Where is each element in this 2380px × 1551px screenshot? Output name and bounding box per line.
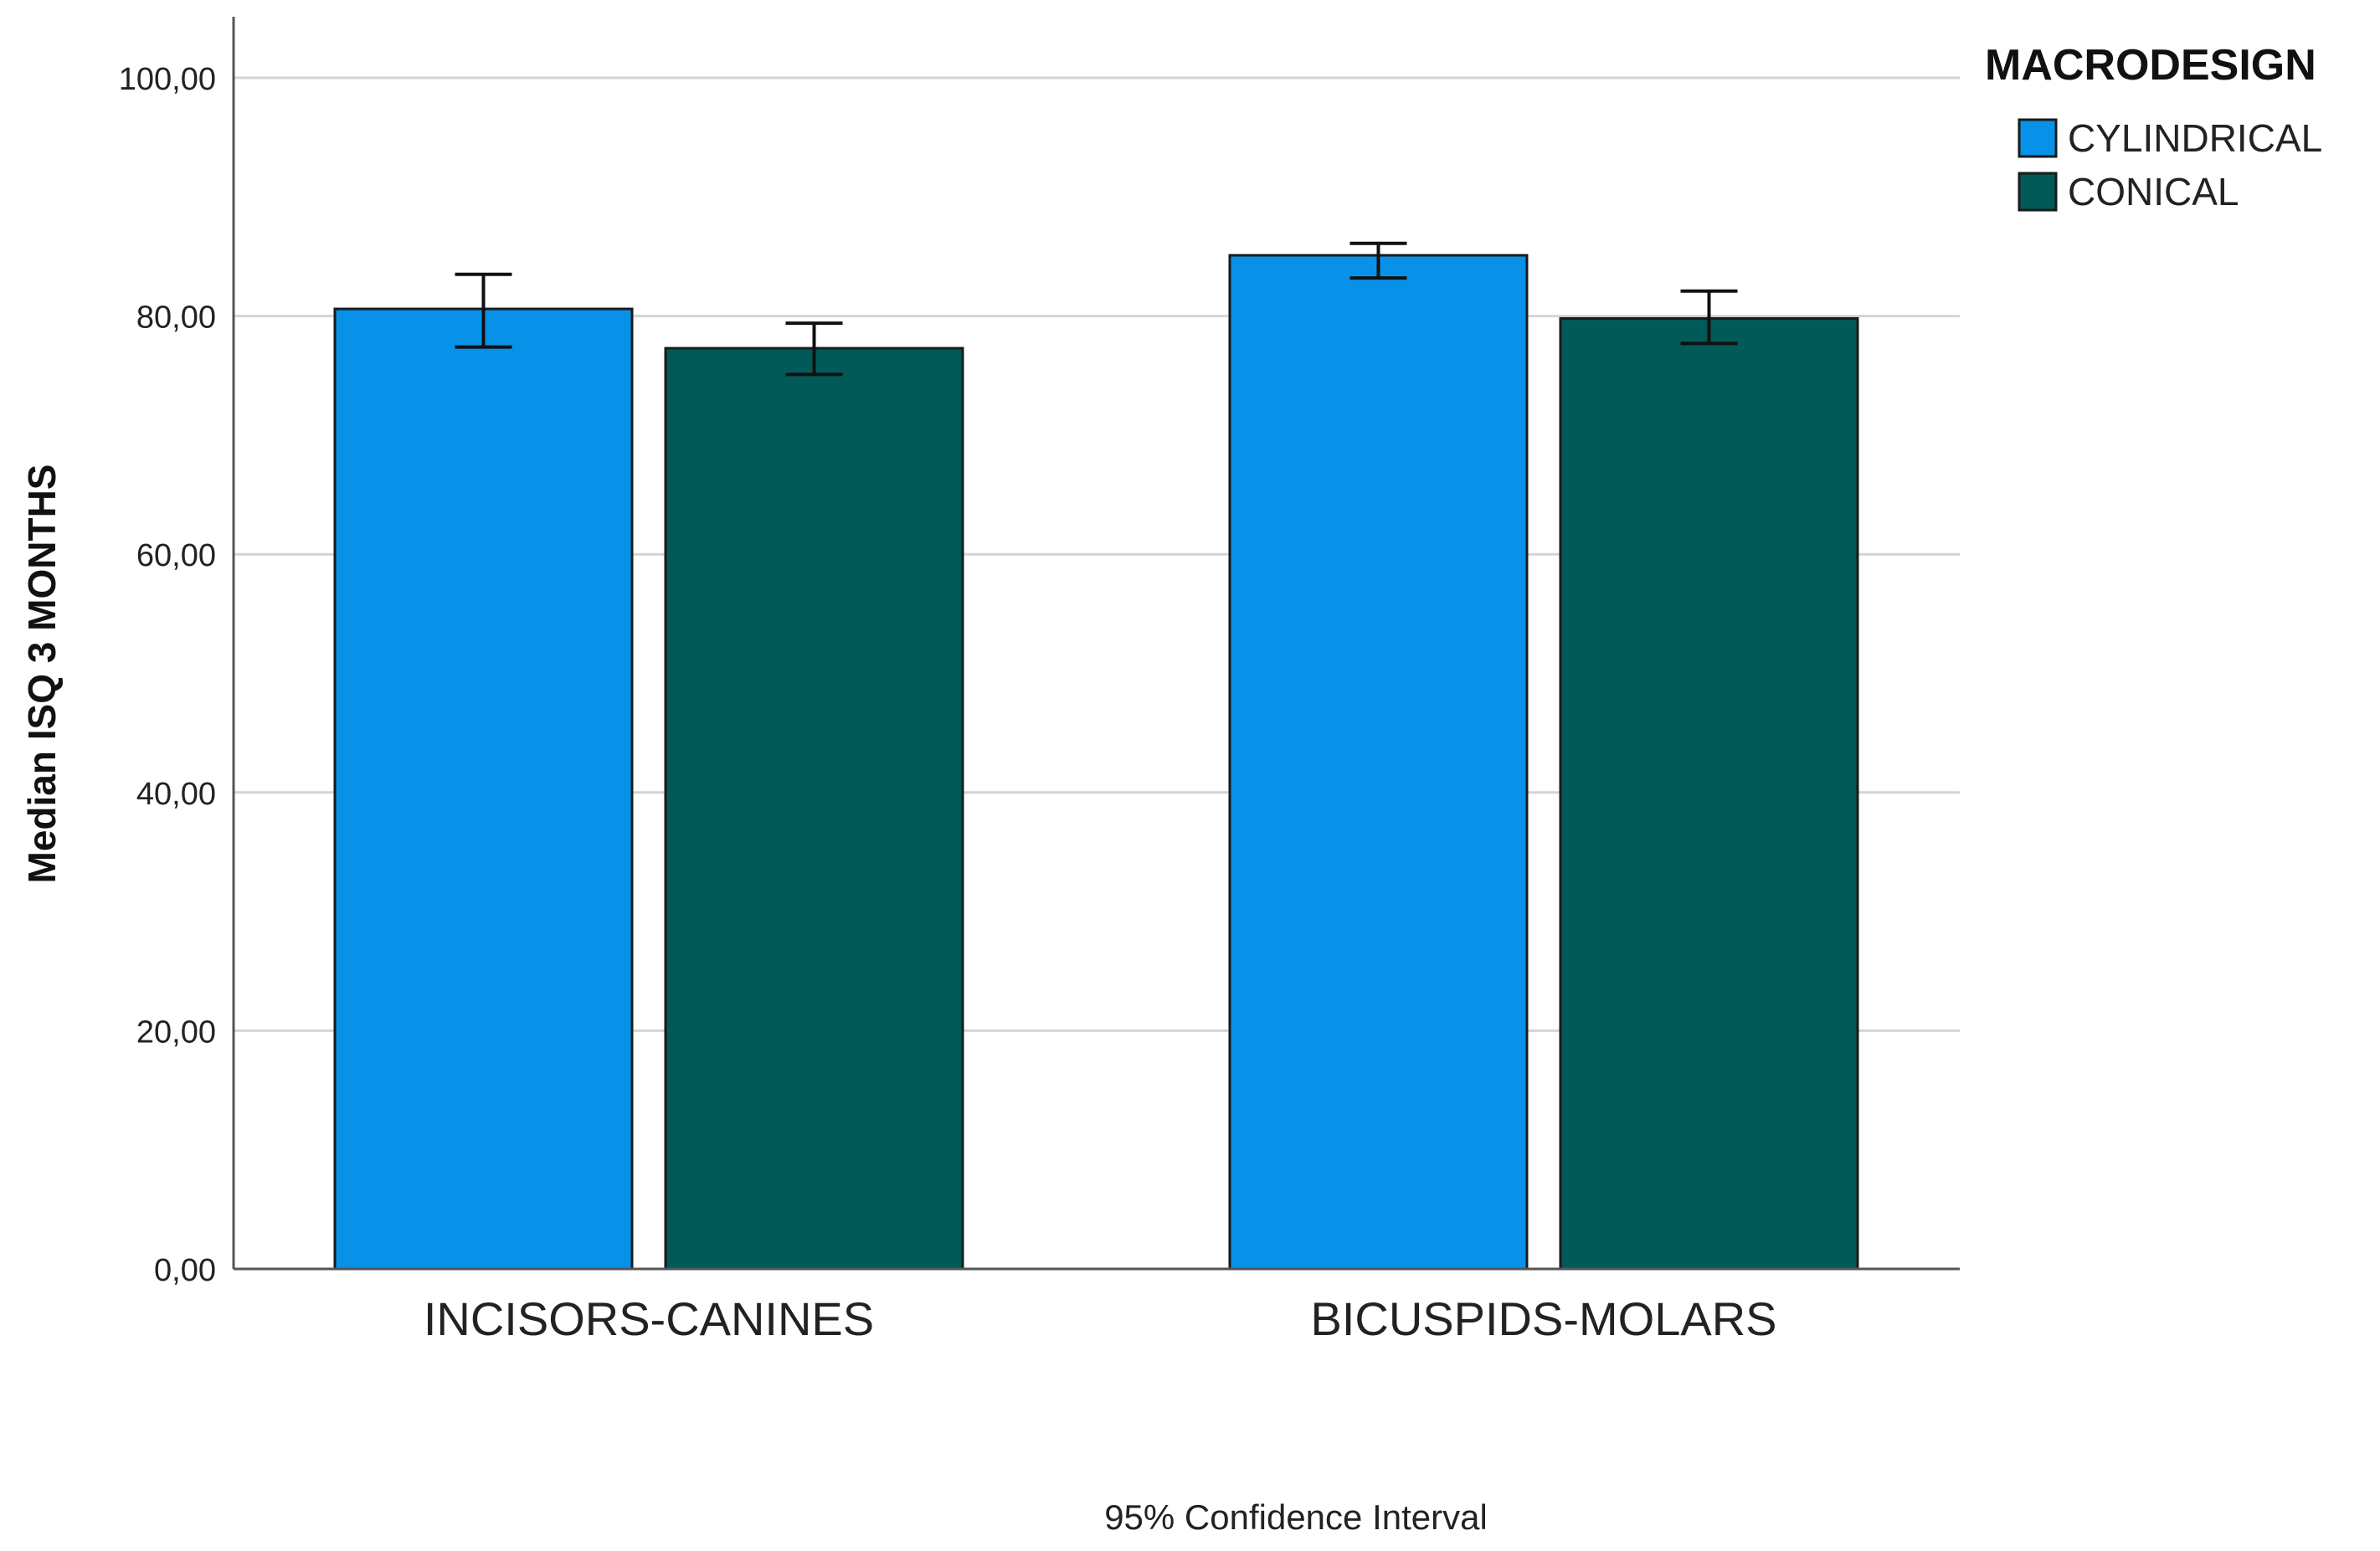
legend-item-conical: CONICAL [2018,170,2239,213]
legend-title: MACRODESIGN [1985,41,2316,90]
x-tick-labels: INCISORS-CANINES BICUSPIDS-MOLARS [424,1292,1777,1345]
y-tick-labels: 0,00 20,00 40,00 60,00 80,00 100,00 [119,62,216,1288]
y-axis-title: Median ISQ 3 MONTHS [20,465,64,884]
x-axis-title: 95% Confidence Interval [1104,1497,1488,1537]
error-bar-cylindrical-2 [1349,241,1407,280]
legend: MACRODESIGN CYLINDRICAL CONICAL [1985,41,2322,213]
bars [333,254,1859,1271]
error-bar-conical-1 [785,321,843,377]
x-tick-label: INCISORS-CANINES [424,1292,874,1345]
legend-label: CONICAL [2068,170,2239,213]
y-tick-label: 80,00 [136,300,216,336]
legend-items: CYLINDRICAL CONICAL [2018,116,2322,213]
y-tick-label: 100,00 [119,62,216,97]
legend-swatch [2018,172,2058,212]
y-tick-label: 40,00 [136,777,216,812]
y-tick-label: 0,00 [154,1253,216,1288]
bar-cylindrical-2 [1228,254,1529,1271]
legend-item-cylindrical: CYLINDRICAL [2018,116,2322,160]
legend-swatch [2018,118,2058,158]
error-bar-cylindrical-1 [455,272,512,349]
y-tick-label: 20,00 [136,1014,216,1050]
x-tick-label: BICUSPIDS-MOLARS [1311,1292,1777,1345]
axes [232,17,1960,1271]
bar-cylindrical-1 [333,307,634,1271]
error-bar-conical-2 [1680,289,1738,346]
bar-conical-1 [664,347,964,1271]
error-bars [455,241,1738,377]
y-tick-label: 60,00 [136,538,216,573]
bar-conical-2 [1559,316,1859,1271]
legend-label: CYLINDRICAL [2068,116,2322,160]
